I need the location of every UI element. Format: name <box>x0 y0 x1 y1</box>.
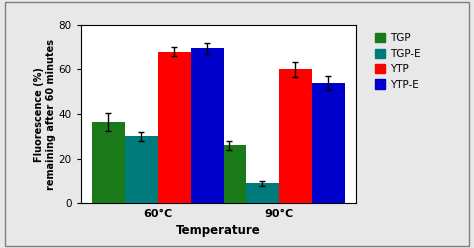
Legend: TGP, TGP-E, YTP, YTP-E: TGP, TGP-E, YTP, YTP-E <box>372 30 424 93</box>
Bar <box>125 136 157 203</box>
Bar <box>311 83 345 203</box>
Bar <box>191 48 224 203</box>
Bar <box>246 183 279 203</box>
Bar <box>279 69 311 203</box>
X-axis label: Temperature: Temperature <box>176 224 260 238</box>
Bar <box>212 145 246 203</box>
Bar <box>91 122 125 203</box>
Bar <box>157 52 191 203</box>
Y-axis label: Fluorescence (%)
remaining after 60 minutes: Fluorescence (%) remaining after 60 minu… <box>34 39 55 189</box>
